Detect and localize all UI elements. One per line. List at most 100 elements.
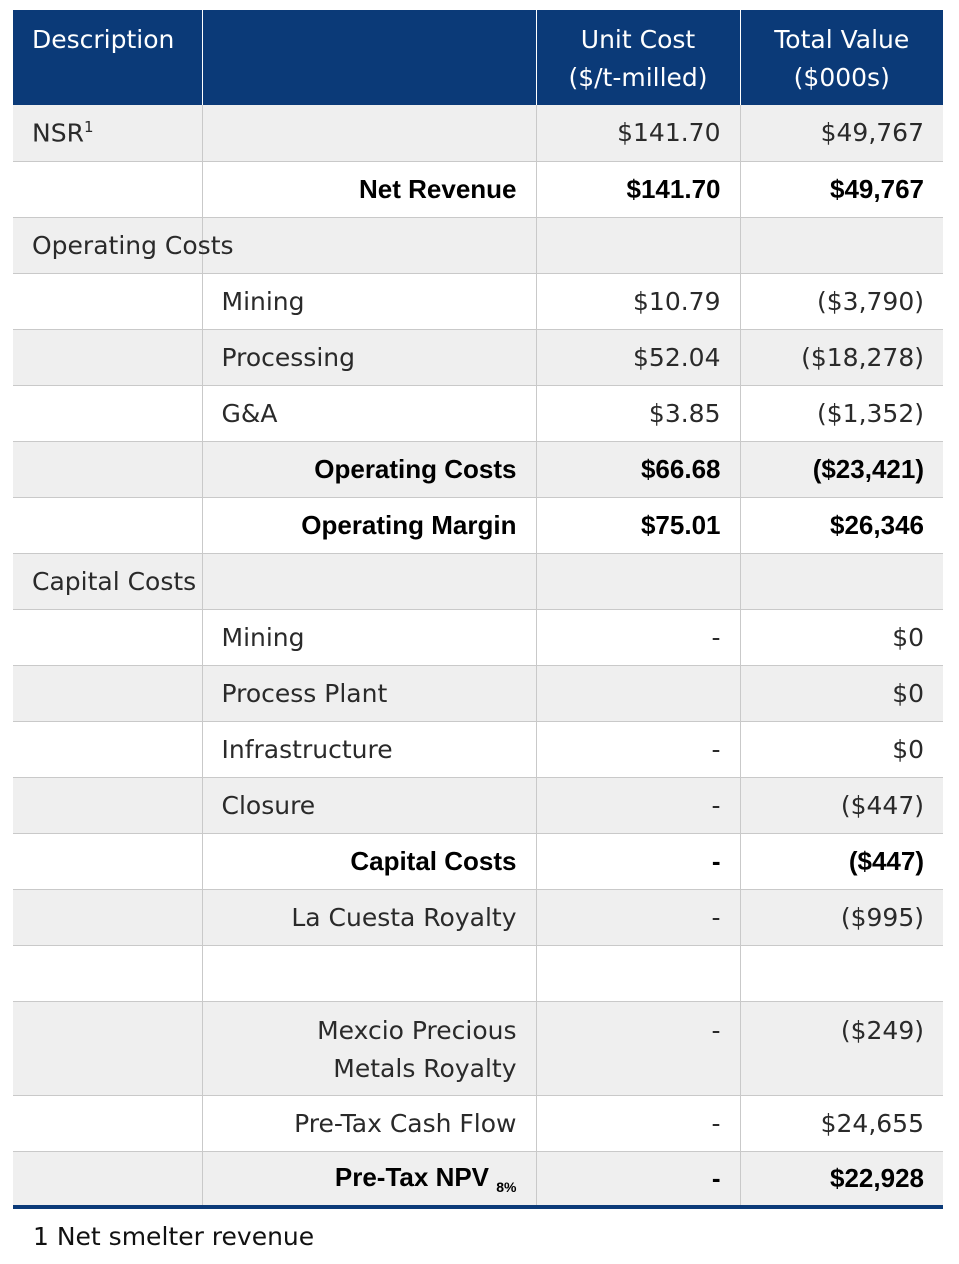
table-row: Mexcio Precious Metals Royalty - ($249) [13,1000,943,1095]
table-row: G&A $3.85 ($1,352) [13,384,943,441]
row-item: Pre-Tax Cash Flow [201,1094,536,1151]
row-total-value: ($1,352) [739,384,943,441]
table-row: Mining $10.79 ($3,790) [13,272,943,329]
row-unit-cost: $10.79 [535,272,740,329]
row-item: Processing [201,328,536,385]
table-row: Closure - ($447) [13,776,943,833]
row-total-value: ($18,278) [739,328,943,385]
table-row: Mining - $0 [13,608,943,665]
row-description [13,888,202,945]
row-total-value [739,216,943,273]
table-row: Capital Costs [13,552,943,609]
row-item: Mexcio Precious Metals Royalty [201,1000,536,1095]
table-row: Net Revenue $141.70 $49,767 [13,160,943,217]
row-description [13,1150,202,1209]
row-item: Mining [201,272,536,329]
row-item: Mining [201,608,536,665]
row-unit-cost: - [535,720,740,777]
table-row: Operating Costs $66.68 ($23,421) [13,440,943,497]
row-unit-cost: $75.01 [535,496,740,553]
row-total-value: $49,767 [739,105,943,161]
header-unit-cost: Unit Cost ($/t-milled) [535,10,740,105]
table-row [13,944,943,1001]
row-description [13,384,202,441]
row-description [13,776,202,833]
row-description [13,720,202,777]
row-total-value: ($447) [739,776,943,833]
row-item: Pre-Tax NPV 8% [201,1150,536,1209]
row-total-value: ($249) [739,1000,943,1095]
row-unit-cost: - [535,1000,740,1095]
row-unit-cost: - [535,1150,740,1209]
row-total-value: ($23,421) [739,440,943,497]
row-item [201,944,536,1001]
row-total-value: $0 [739,608,943,665]
row-item: Process Plant [201,664,536,721]
row-unit-cost: $3.85 [535,384,740,441]
row-item-line1: Mexcio Precious [317,1015,517,1045]
row-item: Operating Margin [201,496,536,553]
table-row: NSR1 $141.70 $49,767 [13,105,943,161]
footnote: 1 Net smelter revenue [33,1222,315,1251]
row-unit-cost: - [535,1094,740,1151]
row-item: G&A [201,384,536,441]
header-total-value-line1: Total Value [774,25,910,54]
row-total-value: $0 [739,664,943,721]
table-row: Capital Costs - ($447) [13,832,943,889]
row-total-value [739,552,943,609]
row-unit-cost: - [535,888,740,945]
row-unit-cost [535,552,740,609]
row-unit-cost [535,216,740,273]
row-item [201,552,536,609]
row-total-value [739,944,943,1001]
row-unit-cost [535,944,740,1001]
row-total-value: ($3,790) [739,272,943,329]
row-item: Net Revenue [201,160,536,217]
table-row: Process Plant $0 [13,664,943,721]
row-description [13,1094,202,1151]
row-description [13,272,202,329]
row-total-value: $26,346 [739,496,943,553]
row-item: Operating Costs [201,440,536,497]
header-blank [201,10,536,105]
table-row: La Cuesta Royalty - ($995) [13,888,943,945]
npv-rate: 8% [496,1178,517,1195]
row-total-value: ($447) [739,832,943,889]
header-unit-cost-line1: Unit Cost [580,25,696,54]
header-description: Description [13,10,202,105]
table-row: Operating Costs [13,216,943,273]
row-unit-cost [535,664,740,721]
header-total-value-line2: ($000s) [793,63,890,92]
table-header: Description Unit Cost ($/t-milled) Total… [13,10,943,105]
row-unit-cost: $141.70 [535,160,740,217]
header-total-value: Total Value ($000s) [739,10,943,105]
row-unit-cost: $66.68 [535,440,740,497]
row-total-value: $0 [739,720,943,777]
row-item [201,105,536,161]
row-item: La Cuesta Royalty [201,888,536,945]
table-row: Pre-Tax NPV 8% - $22,928 [13,1150,943,1209]
row-total-value: $22,928 [739,1150,943,1209]
table-row: Processing $52.04 ($18,278) [13,328,943,385]
row-description: Capital Costs [13,552,202,609]
row-description [13,832,202,889]
row-description [13,496,202,553]
row-item-text: Pre-Tax NPV [334,1161,490,1192]
row-unit-cost: - [535,832,740,889]
row-unit-cost: - [535,608,740,665]
table-row: Infrastructure - $0 [13,720,943,777]
row-item: Infrastructure [201,720,536,777]
row-description [13,328,202,385]
row-description [13,160,202,217]
header-unit-cost-line2: ($/t-milled) [568,63,708,92]
row-unit-cost: - [535,776,740,833]
row-item [201,216,536,273]
table-row: Operating Margin $75.01 $26,346 [13,496,943,553]
row-item: Capital Costs [201,832,536,889]
row-description [13,440,202,497]
row-total-value: $24,655 [739,1094,943,1151]
row-description [13,608,202,665]
row-total-value: ($995) [739,888,943,945]
row-item-line2: Metals Royalty [333,1053,517,1083]
table-row: Pre-Tax Cash Flow - $24,655 [13,1094,943,1151]
